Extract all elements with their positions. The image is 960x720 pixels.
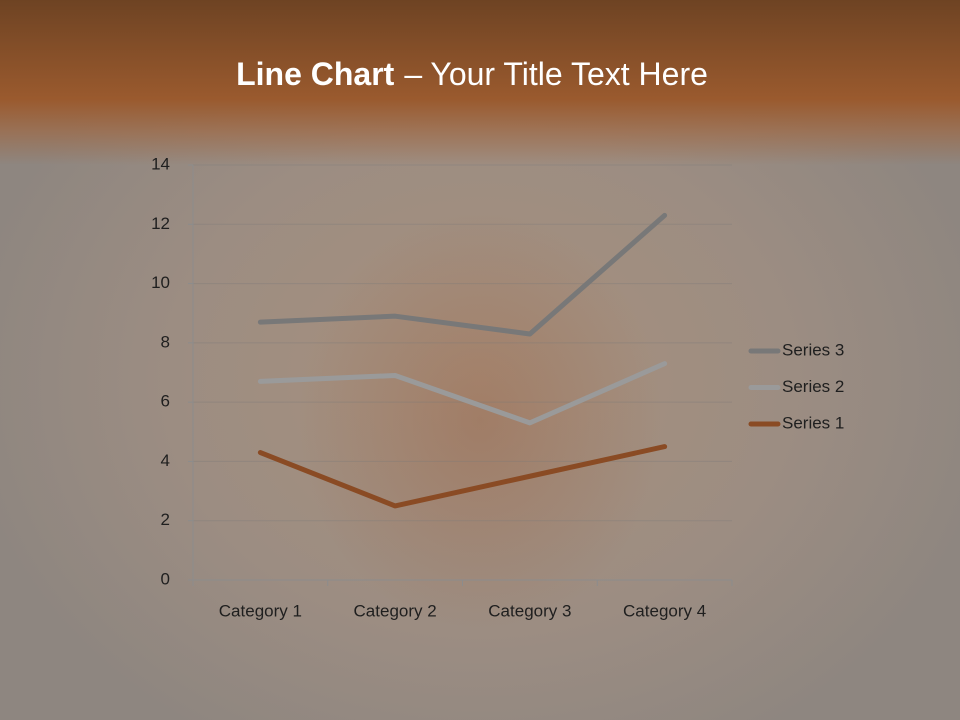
y-tick-label: 12 (151, 214, 170, 233)
title-rest: – Your Title Text Here (404, 56, 708, 92)
x-tick-label: Category 3 (488, 601, 571, 620)
y-tick-label: 14 (151, 154, 170, 173)
title-band (0, 0, 960, 165)
title-bold: Line Chart (236, 56, 395, 92)
y-tick-label: 8 (161, 332, 170, 351)
series-line (257, 444, 668, 509)
series-line (257, 212, 668, 337)
y-tick-label: 4 (161, 451, 170, 470)
chart-title: Line Chart – Your Title Text Here (236, 56, 708, 92)
y-tick-label: 2 (161, 510, 170, 529)
legend-label: Series 2 (782, 377, 844, 396)
legend-label: Series 3 (782, 340, 844, 359)
x-tick-label: Category 1 (219, 601, 302, 620)
x-tick-label: Category 4 (623, 601, 706, 620)
x-tick-label: Category 2 (354, 601, 437, 620)
y-tick-label: 10 (151, 273, 170, 292)
y-tick-label: 0 (161, 569, 170, 588)
series-line (257, 361, 668, 426)
y-tick-label: 6 (161, 392, 170, 411)
legend-label: Series 1 (782, 413, 844, 432)
